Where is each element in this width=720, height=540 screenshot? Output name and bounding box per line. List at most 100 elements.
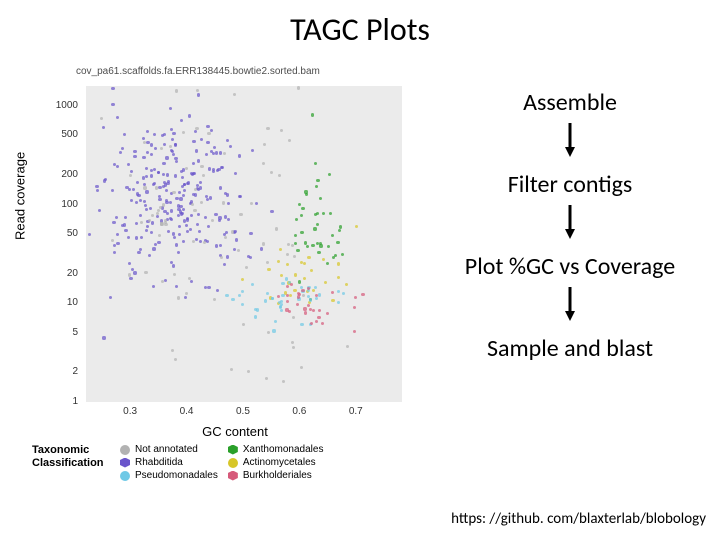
scatter-point — [156, 215, 159, 218]
x-tick: 0.3 — [123, 406, 137, 417]
scatter-point — [150, 174, 153, 177]
scatter-point — [116, 233, 119, 236]
scatter-point — [336, 241, 339, 244]
y-tick: 20 — [42, 269, 78, 279]
scatter-point — [197, 159, 200, 162]
scatter-point — [255, 202, 258, 205]
scatter-point — [326, 312, 329, 315]
scatter-point — [307, 304, 310, 307]
scatter-point — [169, 145, 172, 148]
scatter-point — [153, 168, 156, 171]
scatter-point — [315, 320, 318, 323]
scatter-point — [294, 242, 297, 245]
scatter-point — [337, 290, 340, 293]
scatter-point — [158, 186, 161, 189]
scatter-point — [218, 219, 221, 222]
scatter-point — [193, 209, 196, 212]
scatter-point — [195, 149, 198, 152]
scatter-point — [183, 189, 186, 192]
scatter-point — [310, 269, 313, 272]
scatter-point — [145, 208, 148, 211]
scatter-point — [306, 245, 309, 248]
x-tick: 0.7 — [349, 406, 363, 417]
scatter-point — [300, 366, 303, 369]
scatter-point — [182, 208, 185, 211]
legend-title-l2: Classification — [32, 457, 104, 469]
scatter-point — [311, 244, 314, 247]
scatter-point — [286, 263, 289, 266]
scatter-point — [124, 229, 127, 232]
scatter-point — [130, 170, 133, 173]
flow-step: Assemble — [523, 88, 617, 117]
legend-item: Burkholderiales — [228, 470, 324, 481]
scatter-point — [135, 236, 138, 239]
scatter-point — [286, 285, 289, 288]
scatter-point — [315, 294, 318, 297]
scatter-point — [163, 133, 166, 136]
scatter-point — [206, 141, 209, 144]
scatter-point — [303, 277, 306, 280]
scatter-point — [178, 233, 181, 236]
scatter-point — [180, 119, 183, 122]
scatter-point — [133, 271, 136, 274]
scatter-point — [225, 231, 228, 234]
scatter-point — [143, 200, 146, 203]
scatter-point — [328, 173, 331, 176]
scatter-point — [316, 179, 319, 182]
scatter-point — [318, 293, 321, 296]
scatter-point — [353, 306, 356, 309]
scatter-point — [200, 201, 203, 204]
scatter-point — [129, 277, 132, 280]
scatter-point — [313, 227, 316, 230]
scatter-point — [136, 192, 139, 195]
scatter-point — [162, 162, 165, 165]
scatter-point — [342, 292, 345, 295]
scatter-point — [169, 201, 172, 204]
scatter-point — [188, 114, 191, 117]
scatter-point — [278, 301, 281, 304]
scatter-point — [289, 294, 292, 297]
scatter-point — [172, 264, 175, 267]
scatter-point — [235, 238, 238, 241]
scatter-point — [239, 213, 242, 216]
scatter-point — [329, 212, 332, 215]
scatter-point — [195, 238, 198, 241]
scatter-point — [298, 203, 301, 206]
scatter-point — [300, 231, 303, 234]
scatter-point — [331, 299, 334, 302]
scatter-point — [219, 151, 222, 154]
scatter-point — [135, 222, 138, 225]
scatter-point — [88, 233, 91, 236]
scatter-point — [149, 207, 152, 210]
scatter-point — [160, 222, 163, 225]
scatter-point — [208, 167, 211, 170]
y-tick: 10 — [42, 298, 78, 308]
scatter-point — [192, 162, 195, 165]
scatter-point — [222, 201, 225, 204]
scatter-point — [109, 296, 112, 299]
scatter-point — [140, 221, 143, 224]
scatter-point — [148, 219, 151, 222]
scatter-point — [316, 223, 319, 226]
legend: Taxonomic Classification Not annotatedRh… — [32, 444, 323, 481]
scatter-point — [191, 203, 194, 206]
scatter-point — [281, 294, 284, 297]
x-axis-label: GC content — [20, 424, 450, 439]
scatter-point — [302, 294, 305, 297]
scatter-point — [229, 145, 232, 148]
scatter-point — [247, 370, 250, 373]
scatter-point — [135, 201, 138, 204]
scatter-point — [294, 273, 297, 276]
scatter-point — [162, 203, 165, 206]
scatter-point — [266, 127, 269, 130]
scatter-point — [241, 278, 244, 281]
flow-step: Sample and blast — [487, 334, 653, 363]
scatter-point — [277, 295, 280, 298]
legend-item: Rhabditida — [120, 457, 218, 468]
scatter-point — [216, 289, 219, 292]
scatter-point — [331, 234, 334, 237]
page-title: TAGC Plots — [0, 10, 720, 49]
scatter-point — [300, 214, 303, 217]
scatter-point — [337, 276, 340, 279]
scatter-point — [319, 197, 322, 200]
